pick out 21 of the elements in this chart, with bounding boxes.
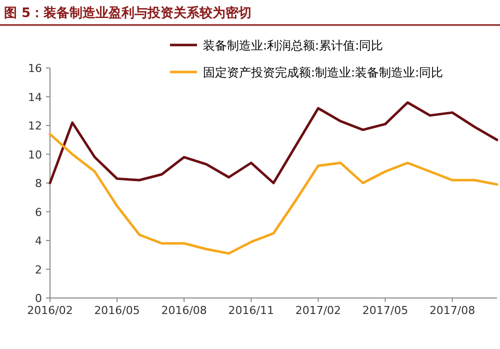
x-tick-label: 2016/02 bbox=[27, 304, 73, 317]
y-tick-label: 0 bbox=[35, 292, 42, 305]
x-tick-label: 2017/05 bbox=[362, 304, 408, 317]
y-tick-label: 4 bbox=[35, 234, 42, 248]
legend-label: 装备制造业:利润总额:累计值:同比 bbox=[203, 38, 384, 52]
line-series bbox=[48, 101, 498, 184]
x-tick-label: 2016/08 bbox=[161, 304, 207, 317]
x-tick-label: 2017/08 bbox=[429, 304, 476, 317]
x-tick-label: 2017/02 bbox=[295, 304, 342, 317]
x-tick-label: 2016/05 bbox=[94, 304, 140, 317]
legend-label: 固定资产投资完成额:制造业:装备制造业:同比 bbox=[203, 66, 444, 80]
y-tick-label: 16 bbox=[28, 62, 42, 75]
x-tick-label: 2016/11 bbox=[228, 304, 274, 317]
chart-title: 图 5：装备制造业盈利与投资关系较为密切 bbox=[4, 5, 252, 21]
y-tick-label: 8 bbox=[35, 177, 42, 190]
y-tick-label: 10 bbox=[28, 148, 42, 162]
y-tick-label: 2 bbox=[35, 263, 42, 276]
y-tick-label: 14 bbox=[28, 90, 42, 104]
y-tick-label: 6 bbox=[35, 206, 42, 219]
line-series bbox=[48, 132, 498, 255]
y-tick-label: 12 bbox=[28, 120, 42, 132]
